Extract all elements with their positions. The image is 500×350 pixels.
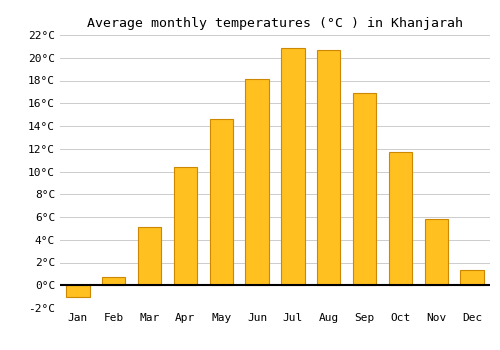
Bar [317,50,340,285]
Bar [138,227,161,285]
Bar [210,119,233,285]
Title: Average monthly temperatures (°C ) in Khanjarah: Average monthly temperatures (°C ) in Kh… [87,17,463,30]
Bar [102,277,126,285]
Bar [246,79,268,285]
Bar [353,93,376,285]
Bar [460,271,483,285]
Bar [282,48,304,285]
Bar [174,167,197,285]
Bar [389,152,412,285]
Bar [424,219,448,285]
Bar [66,285,90,297]
